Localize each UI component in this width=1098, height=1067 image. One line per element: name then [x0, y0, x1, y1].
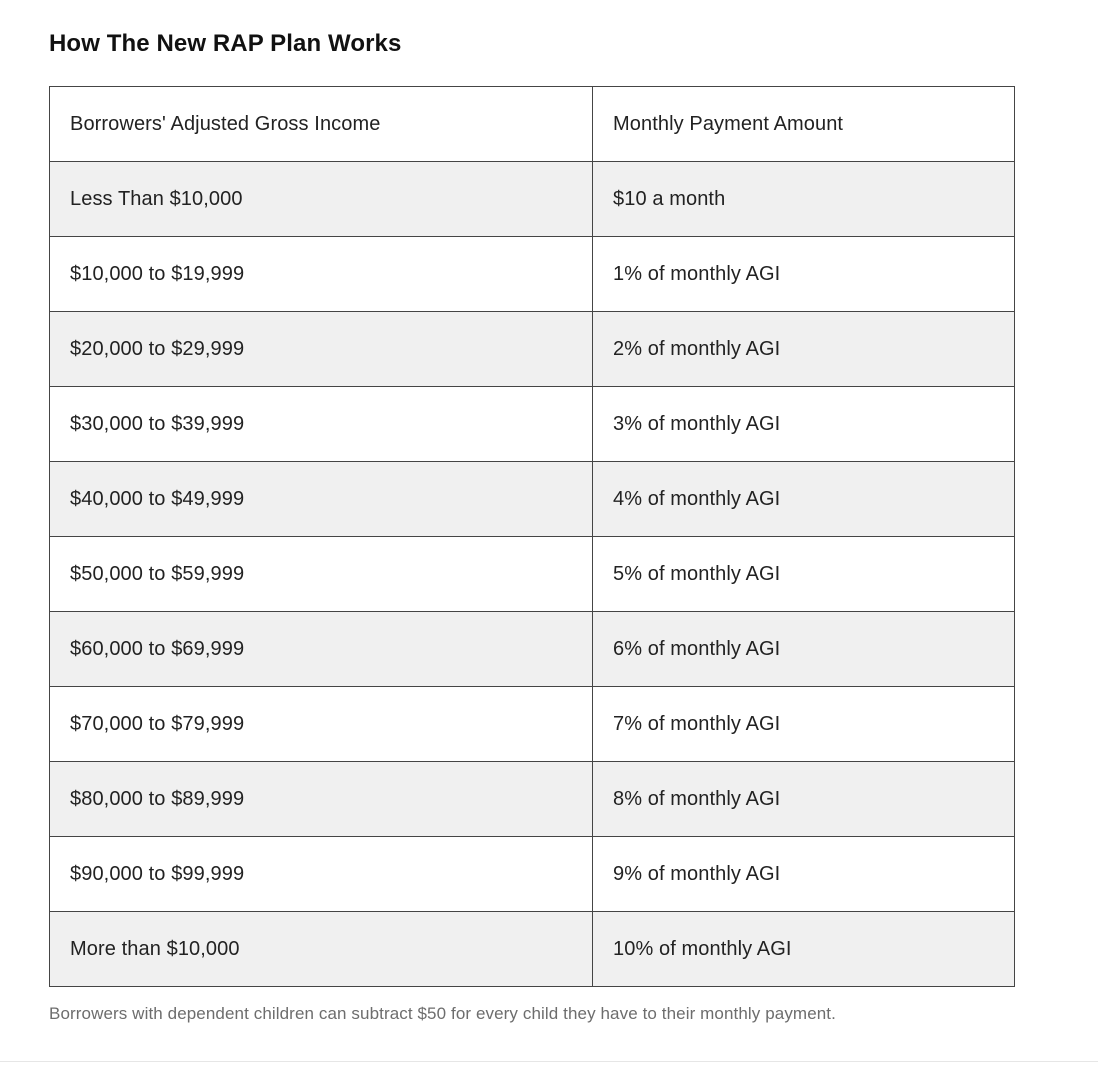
payment-cell: 10% of monthly AGI: [592, 911, 1015, 987]
table-row: Less Than $10,000 $10 a month: [49, 161, 1015, 237]
payment-cell: 7% of monthly AGI: [592, 686, 1015, 762]
rap-plan-table: Borrowers' Adjusted Gross Income Monthly…: [49, 86, 1015, 987]
table-body: Less Than $10,000 $10 a month $10,000 to…: [49, 161, 1015, 987]
income-cell: $20,000 to $29,999: [49, 311, 593, 387]
income-cell: $60,000 to $69,999: [49, 611, 593, 687]
payment-cell: 1% of monthly AGI: [592, 236, 1015, 312]
table-row: $60,000 to $69,999 6% of monthly AGI: [49, 611, 1015, 687]
table-row: $30,000 to $39,999 3% of monthly AGI: [49, 386, 1015, 462]
payment-cell: 4% of monthly AGI: [592, 461, 1015, 537]
table-row: $70,000 to $79,999 7% of monthly AGI: [49, 686, 1015, 762]
table-row: $40,000 to $49,999 4% of monthly AGI: [49, 461, 1015, 537]
income-cell: $90,000 to $99,999: [49, 836, 593, 912]
payment-cell: 5% of monthly AGI: [592, 536, 1015, 612]
payment-cell: 9% of monthly AGI: [592, 836, 1015, 912]
table-row: $50,000 to $59,999 5% of monthly AGI: [49, 536, 1015, 612]
table-row: $10,000 to $19,999 1% of monthly AGI: [49, 236, 1015, 312]
table-header: Borrowers' Adjusted Gross Income Monthly…: [49, 86, 1015, 162]
income-cell: $10,000 to $19,999: [49, 236, 593, 312]
table-row: More than $10,000 10% of monthly AGI: [49, 911, 1015, 987]
income-cell: $40,000 to $49,999: [49, 461, 593, 537]
income-cell: $30,000 to $39,999: [49, 386, 593, 462]
payment-cell: 3% of monthly AGI: [592, 386, 1015, 462]
table-row: $90,000 to $99,999 9% of monthly AGI: [49, 836, 1015, 912]
table-header-row: Borrowers' Adjusted Gross Income Monthly…: [49, 86, 1015, 162]
table-title: How The New RAP Plan Works: [49, 30, 402, 57]
payment-cell: 2% of monthly AGI: [592, 311, 1015, 387]
payment-cell: $10 a month: [592, 161, 1015, 237]
article-content: How The New RAP Plan Works Borrowers' Ad…: [49, 30, 1015, 1023]
payment-cell: 6% of monthly AGI: [592, 611, 1015, 687]
payment-cell: 8% of monthly AGI: [592, 761, 1015, 837]
column-header-payment: Monthly Payment Amount: [592, 86, 1015, 162]
table-row: $20,000 to $29,999 2% of monthly AGI: [49, 311, 1015, 387]
column-header-income: Borrowers' Adjusted Gross Income: [49, 86, 593, 162]
income-cell: $70,000 to $79,999: [49, 686, 593, 762]
page-divider: [0, 1061, 1098, 1062]
table-row: $80,000 to $89,999 8% of monthly AGI: [49, 761, 1015, 837]
income-cell: Less Than $10,000: [49, 161, 593, 237]
income-cell: $50,000 to $59,999: [49, 536, 593, 612]
income-cell: More than $10,000: [49, 911, 593, 987]
table-footnote: Borrowers with dependent children can su…: [49, 1004, 836, 1023]
income-cell: $80,000 to $89,999: [49, 761, 593, 837]
